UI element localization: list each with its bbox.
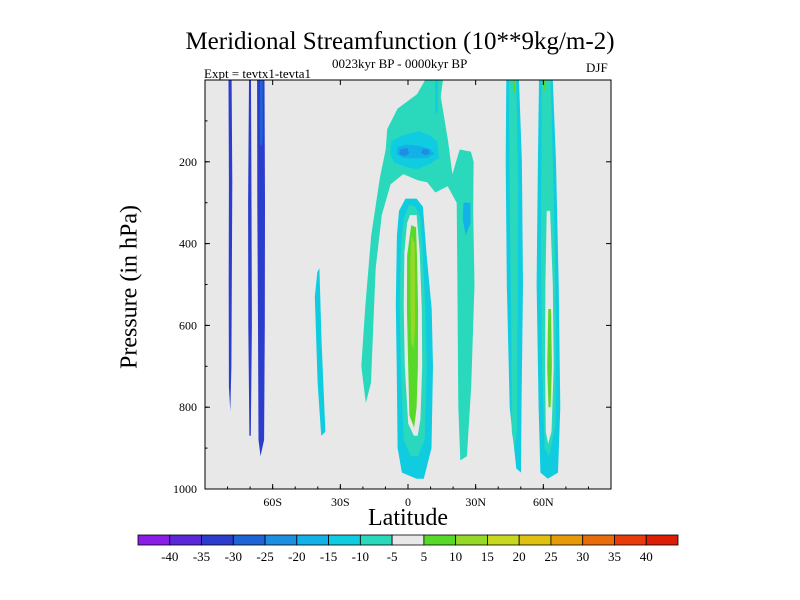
experiment-label: Expt = tevtx1-tevta1 (204, 66, 311, 81)
contour-column-b (248, 80, 252, 436)
colorbar-swatch (232, 534, 266, 546)
y-tick-label: 200 (179, 155, 197, 169)
colorbar-swatch (487, 534, 520, 546)
colorbar-level-label: 35 (608, 549, 621, 564)
x-tick-label: 0 (405, 495, 411, 509)
colorbar-level-label: -20 (288, 549, 305, 564)
contour-top-strip-core (435, 80, 438, 113)
chart-subtitle: 0023kyr BP - 0000kyr BP (332, 56, 468, 71)
contour-column-c (257, 80, 265, 457)
y-tick-label: 1000 (173, 482, 197, 496)
colorbar-level-label: -40 (161, 549, 178, 564)
colorbar-swatch (137, 534, 171, 546)
colorbar-level-label: 20 (513, 549, 526, 564)
colorbar-swatch (455, 534, 488, 546)
colorbar-level-label: -15 (320, 549, 337, 564)
chart-title: Meridional Streamfunction (10**9kg/m-2) (185, 28, 615, 55)
colorbar-level-label: 15 (481, 549, 494, 564)
x-axis-label: Latitude (368, 505, 448, 531)
colorbar-swatch (645, 534, 679, 546)
colorbar-swatch (264, 534, 298, 546)
y-tick-label: 600 (179, 318, 197, 332)
contour-column-a (228, 80, 233, 412)
colorbar-level-label: -30 (225, 549, 242, 564)
contour-column-d (314, 268, 326, 436)
x-tick-label: 60N (533, 495, 554, 509)
season-label: DJF (586, 60, 608, 75)
contour-negative-plume-l4 (399, 147, 410, 157)
colorbar-swatch (614, 534, 647, 546)
colorbar-swatch (296, 534, 329, 546)
colorbar: -40 -35 -30 -25 -20 -15 -10 -5 5 10 15 20 25 30 35 40 (137, 534, 679, 564)
contour-column-f-l2 (508, 80, 519, 449)
colorbar-swatch (328, 534, 361, 546)
contour-column-g-l4 (547, 309, 552, 408)
contour-top-strip-green2 (543, 80, 546, 91)
colorbar-level-label: -25 (256, 549, 273, 564)
colorbar-swatch (582, 534, 615, 546)
colorbar-level-label: 30 (576, 549, 589, 564)
contour-column-e-l5 (410, 235, 416, 350)
colorbar-level-label: 5 (421, 549, 428, 564)
axes: 60S 30S 0 30N 60N 200 400 600 800 1000 (173, 80, 611, 509)
colorbar-level-label: 10 (449, 549, 462, 564)
colorbar-level-label: 25 (544, 549, 557, 564)
colorbar-swatch (169, 534, 202, 546)
colorbar-swatch (391, 534, 425, 546)
colorbar-swatch (359, 534, 393, 546)
y-tick-label: 400 (179, 237, 197, 251)
colorbar-swatch (201, 534, 234, 546)
contour-negative-plume-l5 (462, 202, 471, 236)
x-tick-label: 30S (331, 495, 350, 509)
colorbar-level-label: 40 (640, 549, 653, 564)
contour-negative-plume-l4b (421, 148, 430, 156)
colorbar-swatch (518, 534, 552, 546)
contour-column-c-core (259, 80, 263, 146)
contour-fields (228, 80, 561, 479)
y-tick-label: 800 (179, 400, 197, 414)
colorbar-swatch (550, 534, 584, 546)
contour-negative-plume (361, 80, 475, 461)
x-tick-label: 30N (465, 495, 486, 509)
colorbar-level-label: -5 (387, 549, 398, 564)
colorbar-level-label: -10 (352, 549, 369, 564)
colorbar-swatch (423, 534, 457, 546)
colorbar-level-label: -35 (193, 549, 210, 564)
x-tick-label: 60S (263, 495, 282, 509)
contour-top-strip-green (512, 80, 516, 93)
